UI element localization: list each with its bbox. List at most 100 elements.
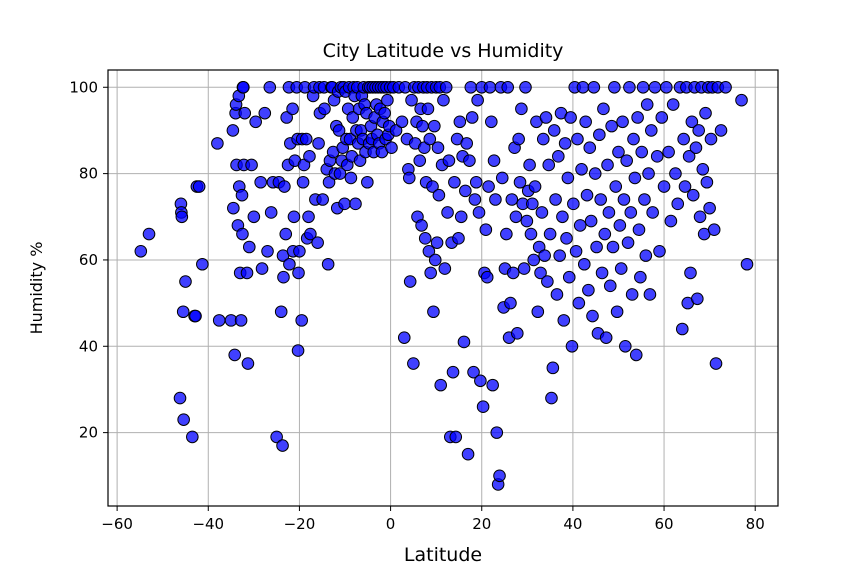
data-point	[558, 137, 572, 150]
data-point	[584, 214, 598, 228]
data-point	[263, 80, 277, 94]
data-point	[629, 348, 643, 362]
data-point	[428, 253, 442, 267]
data-point	[482, 180, 495, 193]
data-point	[461, 447, 475, 461]
data-point	[579, 115, 592, 129]
data-point	[441, 206, 454, 219]
data-point	[459, 184, 472, 198]
data-point	[448, 175, 461, 189]
data-point	[692, 124, 705, 137]
data-point	[422, 245, 436, 258]
data-point	[689, 141, 703, 155]
data-point	[634, 270, 647, 284]
data-point	[513, 175, 527, 189]
data-point	[276, 439, 289, 452]
data-point	[432, 188, 446, 202]
x-tick-label: −60	[101, 515, 133, 533]
data-point	[553, 249, 566, 262]
data-point	[134, 245, 148, 258]
data-point	[598, 227, 612, 241]
data-point	[299, 132, 313, 146]
data-point	[648, 80, 662, 94]
data-point	[212, 314, 226, 327]
data-point	[241, 357, 255, 370]
data-point	[545, 391, 558, 405]
data-point	[235, 188, 249, 202]
data-point	[639, 249, 653, 262]
data-point	[504, 296, 517, 310]
y-tick-label: 80	[79, 165, 98, 183]
data-point	[590, 240, 603, 254]
data-point	[572, 296, 586, 310]
data-point	[677, 132, 690, 146]
data-point	[506, 266, 520, 280]
data-point	[226, 124, 240, 137]
data-point	[635, 145, 649, 159]
data-point	[678, 180, 692, 193]
data-point	[316, 193, 329, 206]
data-point	[550, 288, 564, 301]
data-point	[403, 275, 417, 288]
data-point	[415, 219, 428, 232]
data-point	[693, 210, 707, 224]
data-point	[617, 193, 631, 206]
data-point	[495, 171, 509, 185]
data-point	[296, 175, 310, 189]
data-point	[644, 124, 658, 137]
data-point	[526, 197, 539, 211]
data-point	[428, 119, 441, 133]
data-point	[426, 180, 439, 193]
data-point	[542, 158, 556, 172]
data-point	[247, 210, 261, 224]
data-point	[608, 80, 621, 94]
x-tick-label: −20	[284, 515, 316, 533]
data-point	[397, 331, 411, 344]
data-point	[427, 305, 440, 319]
data-point	[418, 232, 432, 245]
data-point	[457, 335, 471, 349]
data-point	[378, 106, 391, 120]
data-point	[437, 93, 450, 107]
data-point	[434, 378, 448, 392]
data-point	[613, 219, 627, 232]
data-point	[472, 206, 486, 219]
data-point	[660, 80, 673, 94]
data-point	[179, 275, 192, 288]
data-point	[601, 158, 614, 172]
data-point	[535, 206, 549, 219]
data-point	[541, 275, 554, 288]
data-point	[610, 305, 624, 319]
data-point	[573, 219, 587, 232]
data-point	[338, 197, 351, 211]
data-point	[669, 167, 682, 180]
data-point	[175, 210, 189, 224]
data-point	[463, 154, 476, 167]
data-point	[602, 206, 616, 219]
data-point	[465, 111, 479, 124]
data-point	[564, 111, 577, 124]
data-point	[480, 270, 494, 284]
data-point	[588, 167, 602, 180]
data-point	[479, 223, 493, 237]
data-point	[582, 283, 595, 297]
data-points	[134, 80, 754, 491]
x-tick-label: 80	[746, 515, 765, 533]
x-tick-label: 0	[386, 515, 396, 533]
data-point	[594, 193, 608, 206]
data-point	[549, 193, 562, 206]
data-point	[577, 257, 591, 271]
data-point	[709, 357, 723, 370]
data-point	[536, 132, 550, 146]
data-point	[509, 210, 523, 224]
data-point	[423, 132, 437, 146]
data-point	[240, 266, 254, 280]
data-point	[421, 102, 435, 116]
data-point	[560, 232, 573, 245]
data-point	[270, 430, 283, 444]
data-point	[249, 115, 262, 129]
data-point	[628, 171, 642, 185]
data-point	[719, 80, 732, 94]
data-point	[703, 201, 716, 215]
